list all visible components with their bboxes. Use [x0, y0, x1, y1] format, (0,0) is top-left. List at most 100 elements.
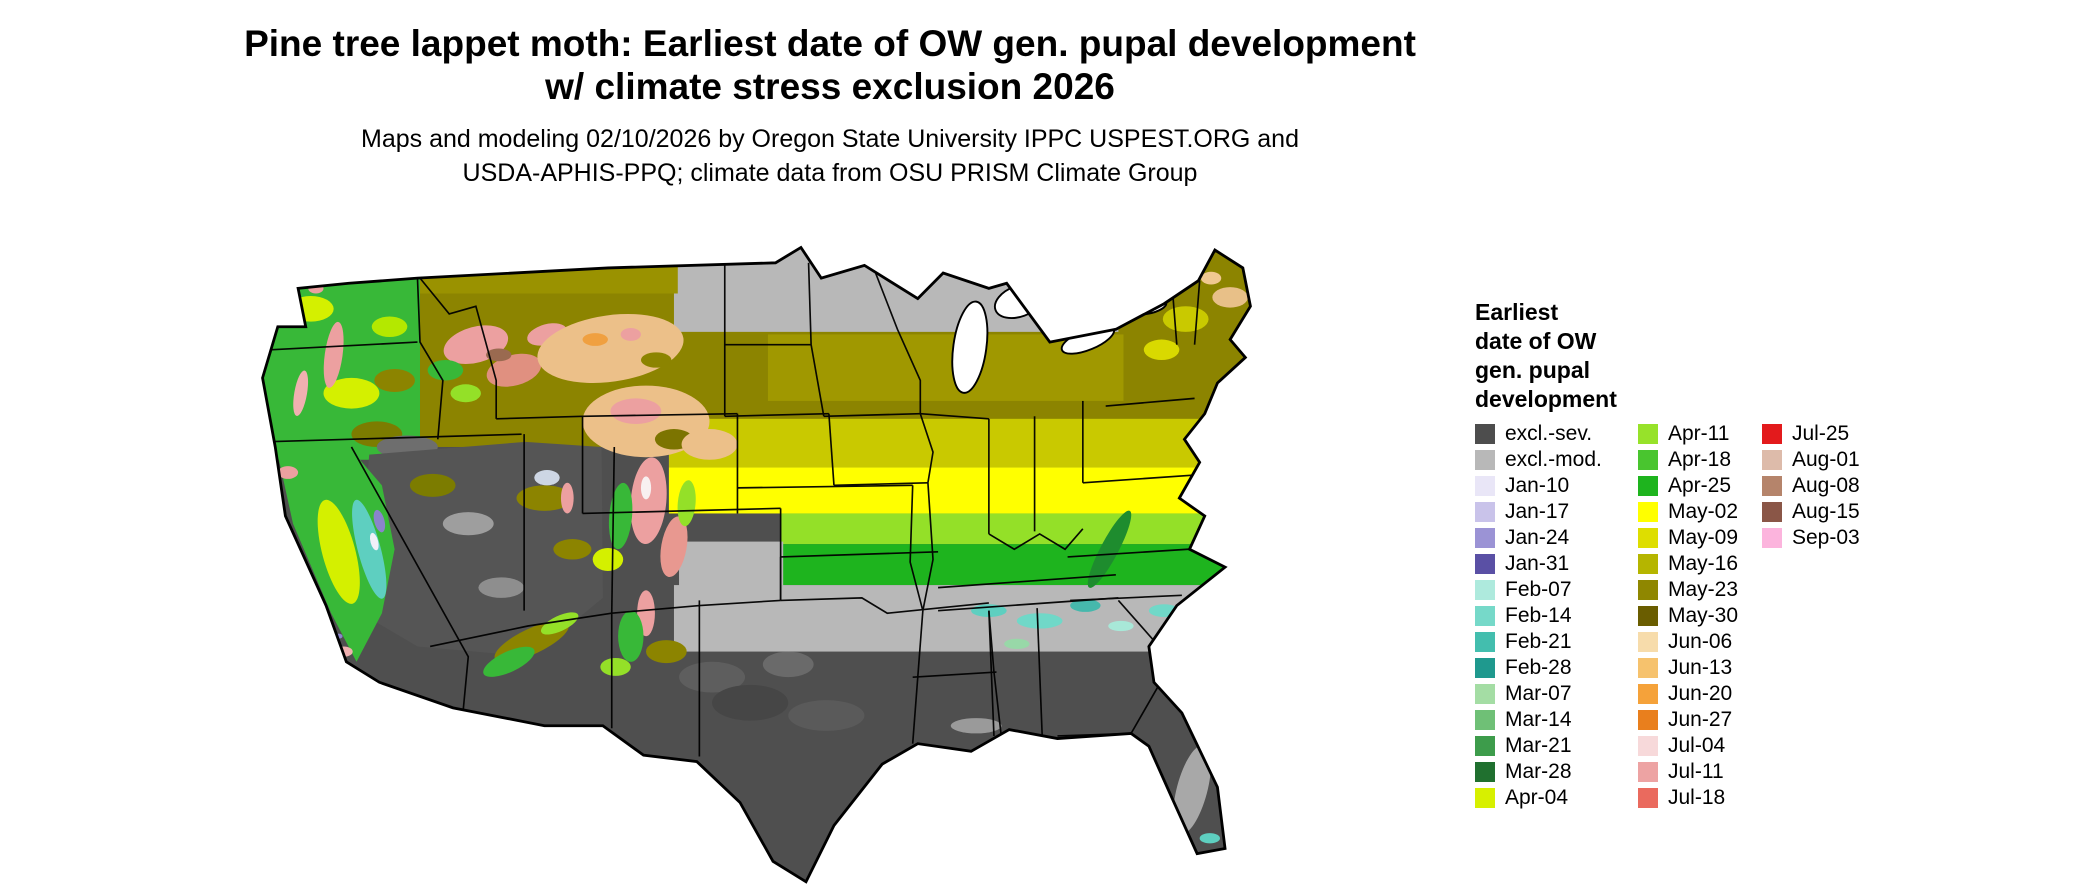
legend-swatch — [1475, 424, 1495, 444]
legend-swatch — [1762, 476, 1782, 496]
legend-item-label: Apr-04 — [1505, 786, 1569, 809]
legend-swatch — [1762, 528, 1782, 548]
legend-item: Jun-06 — [1638, 629, 1738, 655]
legend-swatch — [1475, 502, 1495, 522]
legend-item-label: Apr-18 — [1668, 448, 1732, 471]
legend-item: Feb-14 — [1475, 603, 1602, 629]
legend-item-label: May-30 — [1668, 604, 1739, 627]
legend-title-line: date of OW — [1475, 328, 1597, 354]
legend-swatch — [1475, 684, 1495, 704]
legend-item-label: Jun-27 — [1668, 708, 1733, 731]
legend-swatch — [1638, 736, 1658, 756]
legend-item-label: Jan-31 — [1505, 552, 1570, 575]
legend-item-label: Jul-18 — [1668, 786, 1726, 809]
legend-column: Apr-11 Apr-18 Apr-25 May-02 May-09 May-16 May-… — [1638, 421, 1738, 811]
legend-item: May-23 — [1638, 577, 1738, 603]
legend-item: Jan-10 — [1475, 473, 1602, 499]
legend-item: Jul-04 — [1638, 733, 1738, 759]
legend-item-label: Feb-07 — [1505, 578, 1572, 601]
legend-item-label: Jul-04 — [1668, 734, 1726, 757]
legend-item: Mar-21 — [1475, 733, 1602, 759]
legend-column: excl.-sev. excl.-mod. Jan-10 Jan-17 Jan-24 Ja… — [1475, 421, 1602, 811]
legend-item-label: Jan-17 — [1505, 500, 1570, 523]
legend-swatch — [1638, 658, 1658, 678]
page-title-line1: Pine tree lappet moth: Earliest date of … — [244, 23, 1416, 64]
legend-item-label: Jan-10 — [1505, 474, 1570, 497]
legend-swatch — [1638, 476, 1658, 496]
map-subtitle: Maps and modeling 02/10/2026 by Oregon S… — [0, 122, 1660, 190]
legend-item-label: May-09 — [1668, 526, 1739, 549]
legend-swatch — [1638, 554, 1658, 574]
legend-item: May-09 — [1638, 525, 1738, 551]
legend-item-label: May-23 — [1668, 578, 1739, 601]
legend-swatch — [1638, 528, 1658, 548]
legend-title: Earliest date of OW gen. pupal developme… — [1475, 298, 1617, 414]
legend-item-label: Jun-06 — [1668, 630, 1733, 653]
us-map — [227, 227, 1446, 892]
map-fill-layers — [262, 247, 1251, 882]
legend-item-label: Aug-08 — [1792, 474, 1860, 497]
legend-swatch — [1638, 684, 1658, 704]
legend-item: Jul-25 — [1762, 421, 1860, 447]
legend-item-label: Apr-25 — [1668, 474, 1732, 497]
legend-item: Jan-17 — [1475, 499, 1602, 525]
legend-item: Sep-03 — [1762, 525, 1860, 551]
legend-item-label: Jul-25 — [1792, 422, 1850, 445]
legend-item: Apr-25 — [1638, 473, 1738, 499]
legend-swatch — [1638, 450, 1658, 470]
legend-item: Jan-31 — [1475, 551, 1602, 577]
legend-column: Jul-25 Aug-01 Aug-08 Aug-15 Sep-03 — [1762, 421, 1860, 551]
legend-item: Jul-11 — [1638, 759, 1738, 785]
legend-item-label: Feb-28 — [1505, 656, 1572, 679]
legend-item-label: Feb-21 — [1505, 630, 1572, 653]
legend-item: Jun-27 — [1638, 707, 1738, 733]
legend-item: Feb-28 — [1475, 655, 1602, 681]
legend-swatch — [1475, 762, 1495, 782]
legend-item-label: Sep-03 — [1792, 526, 1860, 549]
legend-item: Mar-28 — [1475, 759, 1602, 785]
legend-item: Jun-13 — [1638, 655, 1738, 681]
legend-item-label: Mar-28 — [1505, 760, 1572, 783]
legend-item-label: excl.-sev. — [1505, 422, 1593, 445]
legend-swatch — [1638, 632, 1658, 652]
legend-swatch — [1475, 450, 1495, 470]
legend-item-label: Feb-14 — [1505, 604, 1572, 627]
legend-item-label: Apr-11 — [1668, 422, 1730, 445]
legend-swatch — [1638, 580, 1658, 600]
legend-item-label: Mar-21 — [1505, 734, 1572, 757]
legend-title-line: gen. pupal — [1475, 357, 1590, 383]
legend-item: Mar-14 — [1475, 707, 1602, 733]
subtitle-line2: USDA-APHIS-PPQ; climate data from OSU PR… — [462, 159, 1198, 187]
legend-title-line: Earliest — [1475, 299, 1559, 325]
legend-item: Feb-21 — [1475, 629, 1602, 655]
legend-item: Aug-08 — [1762, 473, 1860, 499]
legend-swatch — [1475, 788, 1495, 808]
legend-item: Feb-07 — [1475, 577, 1602, 603]
legend-swatch — [1475, 606, 1495, 626]
legend-item: Jan-24 — [1475, 525, 1602, 551]
legend-item: May-30 — [1638, 603, 1738, 629]
legend-swatch — [1475, 554, 1495, 574]
legend-item: Aug-01 — [1762, 447, 1860, 473]
legend-item-label: Jan-24 — [1505, 526, 1570, 549]
legend-item: Jun-20 — [1638, 681, 1738, 707]
legend-swatch — [1762, 424, 1782, 444]
legend-item-label: excl.-mod. — [1505, 448, 1602, 471]
legend-swatch — [1638, 788, 1658, 808]
legend-item: May-02 — [1638, 499, 1738, 525]
legend-item: Mar-07 — [1475, 681, 1602, 707]
legend-item-label: Aug-15 — [1792, 500, 1860, 523]
legend-item-label: Mar-07 — [1505, 682, 1572, 705]
legend-item: excl.-sev. — [1475, 421, 1602, 447]
legend-swatch — [1475, 476, 1495, 496]
legend-item-label: Aug-01 — [1792, 448, 1860, 471]
legend-swatch — [1638, 502, 1658, 522]
legend-item-label: Jul-11 — [1668, 760, 1724, 783]
legend-item-label: May-02 — [1668, 500, 1739, 523]
legend-swatch — [1475, 736, 1495, 756]
legend-item: Apr-11 — [1638, 421, 1738, 447]
legend-item: Apr-18 — [1638, 447, 1738, 473]
legend-item: Aug-15 — [1762, 499, 1860, 525]
legend-swatch — [1475, 658, 1495, 678]
legend-swatch — [1638, 424, 1658, 444]
